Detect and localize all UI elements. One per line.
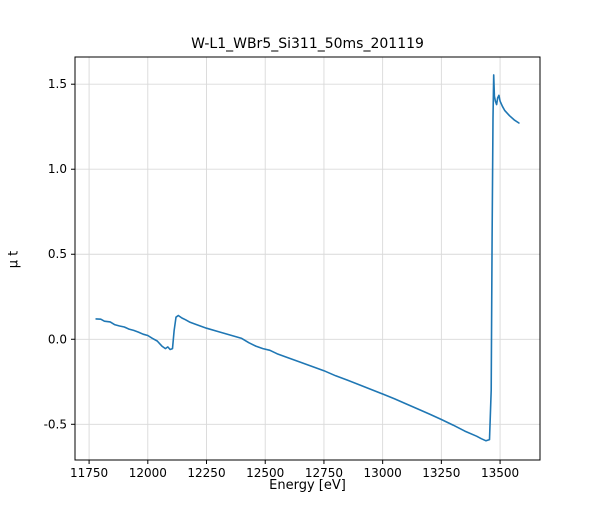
y-axis-label: μ t	[6, 250, 22, 269]
x-tick-label: 12000	[129, 466, 167, 480]
x-tick-label: 13000	[364, 466, 402, 480]
chart-title: W-L1_WBr5_Si311_50ms_201119	[191, 36, 424, 52]
x-tick-label: 13250	[422, 466, 460, 480]
x-tick-label: 12500	[246, 466, 284, 480]
x-tick-label: 12750	[305, 466, 343, 480]
y-tick-label: 0.5	[48, 247, 67, 261]
y-tick-label: -0.5	[44, 417, 67, 431]
x-axis-label: Energy [eV]	[269, 478, 346, 493]
y-tick-label: 1.5	[48, 77, 67, 91]
series-line	[95, 74, 520, 442]
y-tick-label: 1.0	[48, 162, 67, 176]
x-tick-label: 13500	[481, 466, 519, 480]
axes-frame	[74, 56, 541, 461]
x-tick-label: 12250	[187, 466, 225, 480]
x-tick-label: 11750	[70, 466, 108, 480]
y-tick-label: 0.0	[48, 332, 67, 346]
